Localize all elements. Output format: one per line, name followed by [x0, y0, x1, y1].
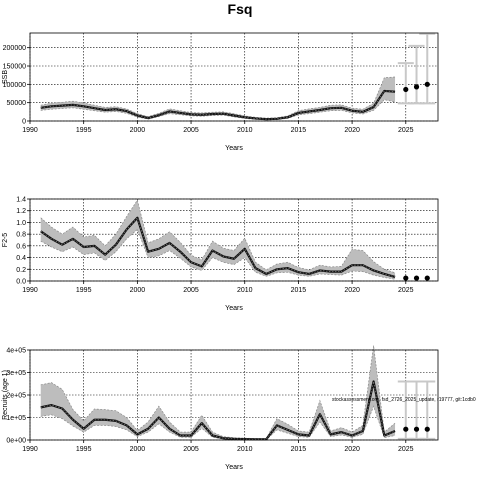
lower-bound-line	[40, 228, 396, 280]
x-tick-label: 1995	[76, 446, 92, 453]
x-tick-label: 2025	[398, 446, 414, 453]
y-tick-label: 150000	[3, 64, 26, 71]
y-tick-label: 100000	[3, 82, 26, 89]
y-axis-label: F2-5	[2, 233, 9, 248]
lower-bound-line	[40, 405, 396, 441]
plot-frame	[29, 32, 439, 122]
x-tick-label: 2000	[130, 287, 146, 294]
x-tick-label: 1990	[22, 127, 38, 134]
y-tick-label: 0	[22, 119, 26, 126]
estimate-line-dots	[40, 381, 396, 440]
x-tick-label: 2010	[237, 127, 253, 134]
confidence-band	[40, 200, 396, 280]
x-tick-label: 1995	[76, 287, 92, 294]
x-tick-label: 2010	[237, 446, 253, 453]
x-tick-label: 2025	[398, 127, 414, 134]
panel-3: 1990 1995 2000 2005 2010 2015 2020 2025 0e+00 1e+…	[2, 345, 439, 471]
forecast-point	[424, 275, 430, 281]
x-tick-label: 2025	[398, 287, 414, 294]
y-tick-label: 1.4	[16, 197, 26, 204]
y-tick-label: 50000	[7, 100, 27, 107]
upper-bound-line	[40, 76, 396, 119]
source-note: stockassessment.org, fsd_2726_2025_updat…	[332, 397, 476, 403]
x-tick-label: 2015	[291, 446, 307, 453]
forecast-point	[403, 275, 409, 281]
y-tick-label: 0e+00	[6, 438, 26, 445]
x-tick-label: 1990	[22, 287, 38, 294]
forecast-point	[413, 84, 420, 90]
x-tick-label: 2005	[183, 287, 199, 294]
x-axis-label: Years	[225, 464, 243, 471]
y-tick-label: 0.6	[16, 243, 26, 250]
plot-frame	[29, 198, 439, 282]
forecast-point	[424, 426, 430, 432]
y-tick-label: 1.2	[16, 208, 26, 215]
x-tick-label: 2005	[183, 127, 199, 134]
forecast-point	[424, 81, 430, 87]
y-axis-label: SSB	[2, 70, 9, 84]
y-tick-label: 0.8	[16, 232, 26, 239]
x-tick-label: 2000	[130, 446, 146, 453]
y-tick-label: 200000	[3, 45, 26, 52]
upper-bound-line	[40, 345, 396, 439]
y-tick-label: 1.0	[16, 220, 26, 227]
x-tick-label: 2015	[291, 287, 307, 294]
y-tick-label: 2e+05	[6, 393, 26, 400]
estimate-line-dots	[40, 216, 396, 278]
panel-2: 1990 1995 2000 2005 2010 2015 2020 2025 0.0 0.2 0.…	[2, 197, 439, 312]
y-tick-label: 3e+05	[6, 370, 26, 377]
forecast-point	[403, 426, 409, 432]
forecast-point	[413, 426, 420, 432]
x-axis-label: Years	[225, 305, 243, 312]
x-tick-label: 2020	[344, 287, 360, 294]
x-tick-label: 2005	[183, 446, 199, 453]
y-tick-label: 1e+05	[6, 415, 26, 422]
upper-bound-line	[40, 199, 396, 274]
x-tick-label: 2020	[344, 127, 360, 134]
estimate-line-dots	[40, 90, 396, 120]
panel-1: 1990 1995 2000 2005 2010 2015 2020 2025 0 50000 10…	[2, 32, 439, 152]
x-tick-label: 2010	[237, 287, 253, 294]
x-tick-label: 2000	[130, 127, 146, 134]
y-tick-label: 0.0	[16, 279, 26, 286]
x-axis-label: Years	[225, 145, 243, 152]
y-axis-label: Recruits (age 1)	[2, 370, 9, 420]
x-tick-label: 1990	[22, 446, 38, 453]
x-tick-label: 2015	[291, 127, 307, 134]
forecast-point	[413, 275, 420, 281]
chart-title: Fsq	[228, 1, 253, 17]
forecast-point	[403, 86, 409, 93]
x-tick-label: 1995	[76, 127, 92, 134]
x-tick-label: 2020	[344, 446, 360, 453]
y-tick-label: 0.2	[16, 267, 26, 274]
lower-bound-line	[40, 99, 396, 121]
confidence-band	[40, 345, 396, 440]
y-tick-label: 0.4	[16, 255, 26, 262]
y-tick-label: 4e+05	[6, 348, 26, 355]
